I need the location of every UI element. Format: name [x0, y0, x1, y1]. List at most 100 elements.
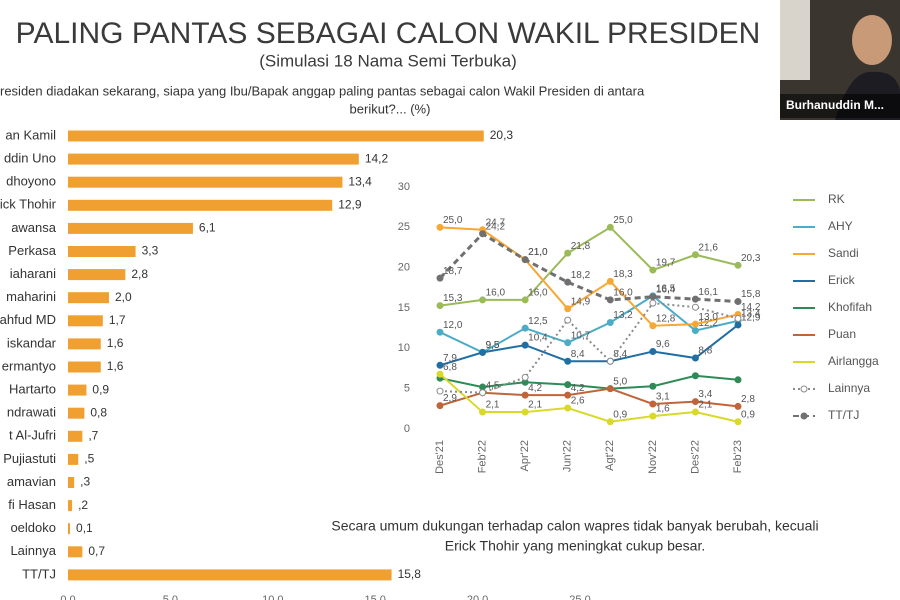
value-label: 4,2: [571, 383, 585, 394]
value-label: 16,4: [656, 284, 676, 295]
value-label: 9,5: [486, 340, 500, 351]
value-label: 18,7: [443, 266, 463, 277]
value-label: 0,7: [88, 544, 105, 558]
slide-subtitle: (Simulasi 18 Nama Semi Terbuka): [259, 51, 517, 70]
value-label: 16,0: [486, 288, 506, 299]
value-label: 2,6: [571, 396, 585, 407]
bar: [68, 292, 109, 304]
value-label: 16,5: [656, 284, 676, 295]
bar: [68, 246, 136, 257]
series-line: [439, 226, 739, 307]
category-label: TT/TJ: [22, 566, 56, 581]
series-point: [479, 389, 487, 397]
series: 2,9 4,5 4,2 4,2 5,0 3,1 3,4 2,8: [436, 376, 755, 410]
series-point: [564, 278, 572, 286]
value-label: 24,7: [486, 217, 506, 228]
series-point: [606, 277, 614, 285]
category-label: Hartarto: [9, 382, 56, 397]
legend-label: RK: [828, 192, 845, 206]
value-label: 0,8: [90, 405, 107, 419]
series-point: [649, 382, 657, 390]
y-tick-label: 10: [398, 342, 410, 354]
category-label: ick Thohir: [0, 197, 57, 212]
series-point: [479, 408, 487, 416]
series-point: [734, 298, 742, 306]
category-label: Lainnya: [10, 543, 56, 558]
category-label: fi Hasan: [8, 497, 56, 512]
x-tick-label: Nov'22: [647, 440, 659, 474]
category-label: ermantyo: [2, 358, 56, 373]
value-label: 12,9: [338, 197, 362, 211]
value-label: ,2: [78, 498, 88, 512]
series-line: [439, 226, 739, 327]
legend-label: Airlangga: [828, 354, 879, 368]
series: [436, 299, 742, 397]
y-tick-label: 0: [404, 423, 410, 435]
series-point: [649, 400, 657, 408]
value-label: 2,8: [131, 267, 148, 281]
value-label: 21,8: [571, 241, 591, 252]
bar: [68, 361, 101, 373]
category-label: maharini: [6, 289, 56, 304]
value-label: 12,5: [528, 316, 548, 327]
value-label: ,5: [84, 452, 94, 466]
category-label: ahfud MD: [0, 312, 56, 327]
series-point: [606, 296, 614, 304]
bar: [68, 315, 103, 327]
y-tick-label: 20: [398, 262, 410, 274]
category-label: dhoyono: [6, 174, 56, 189]
value-label: 21,0: [528, 247, 548, 258]
series-point: [691, 320, 699, 328]
value-label: 9,5: [486, 340, 500, 351]
x-tick-label: 0,0: [60, 594, 75, 600]
series-line: [438, 231, 739, 304]
series-line: [439, 302, 739, 394]
bar: [68, 153, 359, 165]
x-tick-label: Feb'23: [732, 440, 744, 473]
value-label: 20,3: [741, 253, 761, 264]
value-label: 6,1: [199, 221, 216, 235]
value-label: 15,8: [741, 289, 761, 300]
value-label: 2,8: [741, 394, 755, 405]
value-label: 16,0: [528, 288, 548, 299]
category-label: ddin Uno: [4, 151, 56, 166]
series-point: [521, 296, 529, 304]
value-label: 2,1: [698, 400, 712, 411]
series-point: [691, 372, 699, 380]
series-point: [436, 274, 444, 282]
value-label: 4,2: [528, 383, 542, 394]
bar: [68, 269, 126, 281]
legend-label: Sandi: [828, 246, 859, 260]
value-label: 0,1: [76, 521, 93, 535]
value-label: 16,0: [613, 288, 633, 299]
value-label: 21,6: [698, 242, 718, 253]
series-point: [649, 299, 657, 307]
bar: [68, 130, 484, 142]
value-label: 1,6: [656, 404, 670, 415]
annotation: Erick Thohir yang meningkat cukup besar.: [445, 538, 705, 554]
x-tick-label: 20,0: [467, 594, 488, 600]
series-point: [479, 296, 487, 304]
value-label: ,3: [80, 475, 90, 489]
value-label: 2,1: [528, 400, 542, 411]
series: 6,8 2,1 2,1 2,6 0,9 1,6 2,1 0,9: [436, 362, 755, 426]
value-label: 10,4: [528, 333, 548, 344]
value-label: 25,0: [613, 215, 633, 226]
y-tick-label: 5: [404, 383, 410, 395]
x-tick-label: 25,0: [569, 594, 590, 600]
value-label: 8,4: [613, 349, 627, 360]
value-label: 10,7: [571, 330, 591, 341]
legend-label: TT/TJ: [828, 408, 859, 422]
bar: [68, 384, 87, 396]
value-label: 12,8: [656, 313, 676, 324]
x-tick-label: Apr'22: [519, 440, 531, 471]
series-point: [521, 373, 529, 381]
x-tick-label: Feb'22: [476, 440, 488, 473]
y-tick-label: 30: [398, 181, 410, 193]
category-label: awansa: [11, 220, 57, 235]
value-label: 21,0: [528, 247, 548, 258]
slide-title: PALING PANTAS SEBAGAI CALON WAKIL PRESID…: [16, 17, 761, 50]
value-label: 0,9: [741, 409, 755, 420]
value-label: 18,3: [613, 269, 633, 280]
